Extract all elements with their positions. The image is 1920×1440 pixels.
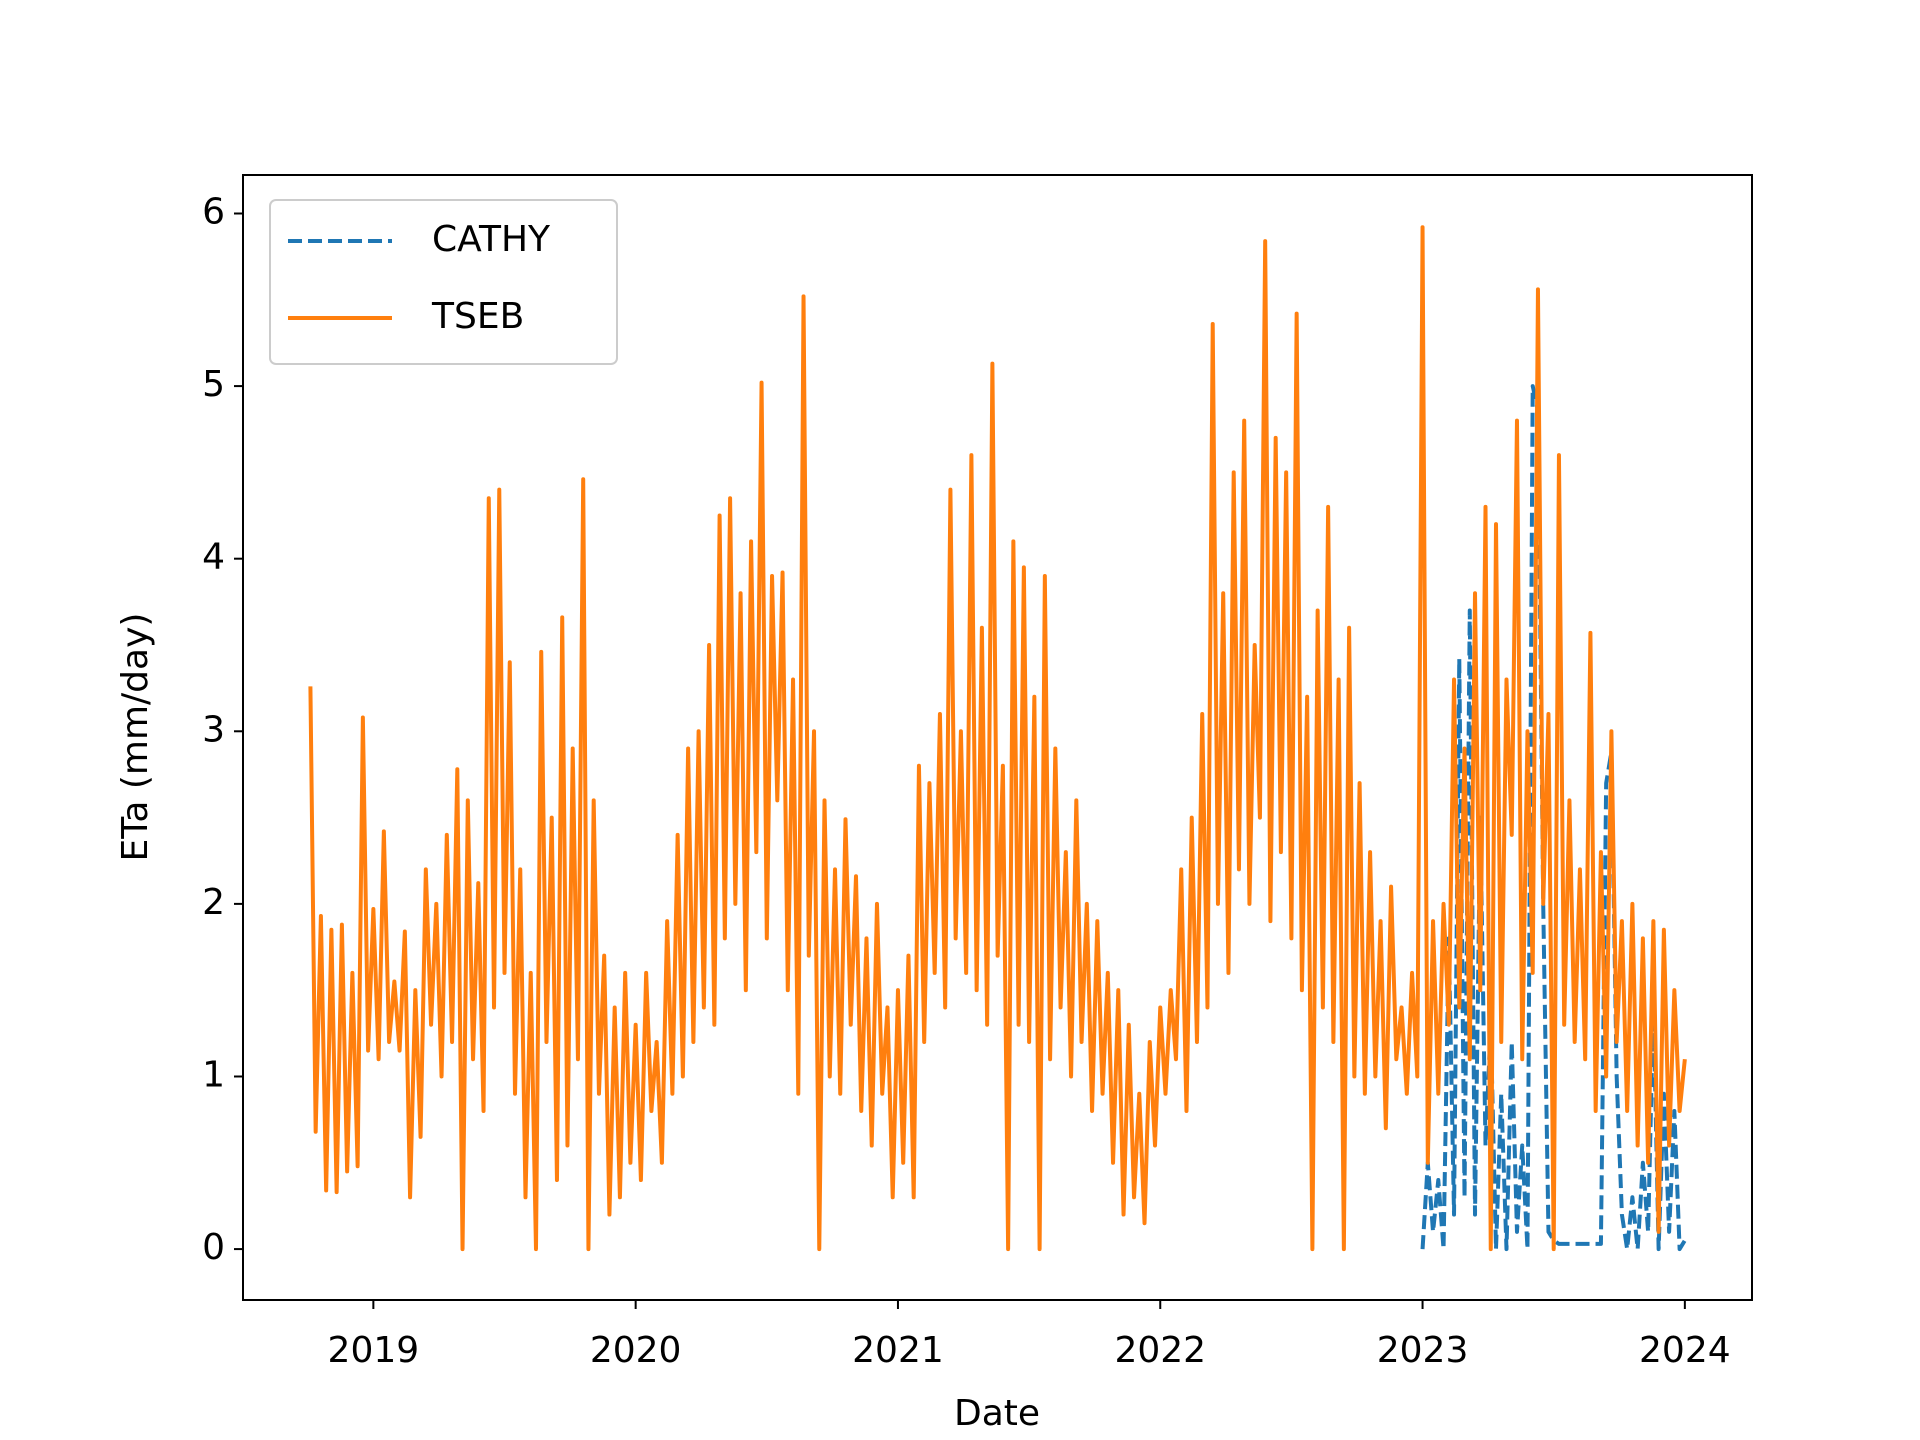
- y-tick-label: 1: [202, 1054, 225, 1095]
- y-tick-label: 2: [202, 882, 225, 923]
- y-tick-label: 5: [202, 364, 225, 405]
- y-tick-label: 4: [202, 537, 225, 578]
- y-tick-label: 0: [202, 1227, 225, 1268]
- y-tick-label: 3: [202, 709, 225, 750]
- x-tick-label: 2024: [1639, 1330, 1731, 1371]
- legend-label: TSEB: [431, 296, 524, 337]
- line-series: [308, 225, 1687, 1252]
- x-tick-label: 2019: [328, 1330, 420, 1371]
- line-series: [1420, 384, 1687, 1252]
- legend-label: CATHY: [432, 219, 551, 260]
- x-tick-label: 2021: [852, 1330, 944, 1371]
- plot-area: [308, 225, 1687, 1252]
- x-tick-label: 2022: [1114, 1330, 1206, 1371]
- x-tick-label: 2020: [590, 1330, 682, 1371]
- y-axis-label: ETa (mm/day): [115, 613, 156, 862]
- axes-frame: [242, 174, 1753, 1301]
- x-tick-label: 2023: [1377, 1330, 1469, 1371]
- y-tick-label: 6: [202, 191, 225, 232]
- x-axis-label: Date: [954, 1393, 1040, 1434]
- legend: CATHY TSEB: [269, 199, 618, 365]
